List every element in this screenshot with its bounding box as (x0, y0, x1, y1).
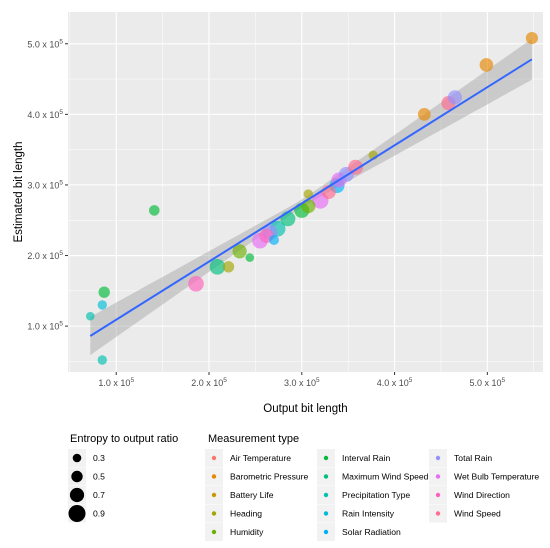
color-legend-swatch (323, 492, 329, 498)
data-point (188, 276, 204, 292)
color-legend-swatch (323, 511, 329, 516)
color-legend-label: Precipitation Type (342, 490, 410, 500)
x-axis-title: Output bit length (263, 403, 347, 415)
color-legend: Air Temperature Barometric Pressure Batter… (205, 449, 539, 541)
color-legend-swatch (211, 529, 217, 535)
color-legend-swatch (323, 529, 329, 535)
y-axis: 1.0 x 105 2.0 x 105 3.0 x 105 4.0 x 105 5.0 … (27, 38, 68, 332)
color-legend-label: Interval Rain (342, 453, 390, 463)
color-legend-label: Barometric Pressure (230, 472, 309, 482)
data-point (447, 90, 462, 105)
data-point (269, 235, 279, 245)
data-point (149, 205, 160, 216)
data-point (97, 300, 108, 310)
size-legend-label: 0.3 (93, 453, 105, 463)
color-legend-swatch (435, 492, 441, 498)
color-legend-swatch (211, 511, 217, 516)
y-tick-label: 5.0 x 105 (27, 38, 63, 49)
x-tick-label: 1.0 x 105 (98, 377, 134, 388)
size-legend-swatch (72, 453, 82, 463)
data-point (222, 261, 235, 273)
color-legend-title: Measurement type (208, 433, 299, 445)
x-tick-label: 5.0 x 105 (470, 377, 506, 388)
y-axis-title: Estimated bit length (13, 141, 25, 242)
x-tick-label: 3.0 x 105 (284, 377, 320, 388)
color-legend-label: Maximum Wind Speed (342, 472, 429, 482)
data-point (303, 189, 313, 199)
data-point (86, 311, 95, 321)
y-tick-label: 1.0 x 105 (27, 321, 63, 332)
grid-major (68, 12, 543, 372)
color-legend-swatch (435, 455, 441, 461)
y-tick-label: 2.0 x 105 (27, 250, 63, 261)
color-legend-swatch (211, 474, 217, 479)
color-legend-label: Wet Bulb Temperature (454, 472, 539, 482)
data-point (245, 253, 255, 262)
size-legend-title: Entropy to output ratio (70, 433, 178, 445)
data-point (417, 108, 431, 121)
color-legend-label: Humidity (230, 527, 264, 537)
size-legend-swatch (71, 470, 83, 483)
color-legend-label: Wind Speed (454, 509, 501, 519)
data-point (280, 211, 296, 227)
color-legend-swatch (211, 492, 217, 498)
data-point (209, 259, 226, 275)
x-tick-label: 4.0 x 105 (377, 377, 413, 388)
color-legend-swatch (435, 474, 441, 479)
size-legend-swatch (68, 505, 86, 522)
regression-line (89, 58, 533, 337)
color-legend-label: Total Rain (454, 453, 492, 463)
x-tick-label: 2.0 x 105 (191, 377, 227, 388)
data-point (97, 355, 108, 365)
size-legend: 0.3 0.5 0.7 0.9 (68, 449, 105, 523)
color-legend-swatch (435, 511, 441, 516)
data-point (301, 199, 316, 214)
color-legend-label: Wind Direction (454, 490, 510, 500)
color-legend-swatch (323, 474, 329, 479)
size-legend-label: 0.7 (93, 490, 105, 500)
color-legend-swatch (211, 455, 217, 461)
data-point (232, 244, 247, 259)
y-tick-label: 4.0 x 105 (27, 109, 63, 120)
color-legend-swatch (323, 455, 329, 461)
color-legend-label: Rain Intensity (342, 509, 395, 519)
size-legend-swatch (69, 487, 85, 503)
data-point (525, 31, 539, 45)
size-legend-label: 0.9 (93, 509, 105, 519)
x-axis: 1.0 x 105 2.0 x 105 3.0 x 105 4.0 x 105 5.0 … (98, 372, 506, 388)
data-point (479, 58, 494, 72)
grid-minor (68, 12, 543, 372)
color-legend-label: Battery Life (230, 490, 274, 500)
color-legend-label: Air Temperature (230, 453, 291, 463)
size-legend-label: 0.5 (93, 472, 105, 482)
data-point (98, 286, 110, 298)
y-tick-label: 3.0 x 105 (27, 179, 63, 190)
color-legend-label: Heading (230, 509, 262, 519)
color-legend-label: Solar Radiation (342, 527, 401, 537)
